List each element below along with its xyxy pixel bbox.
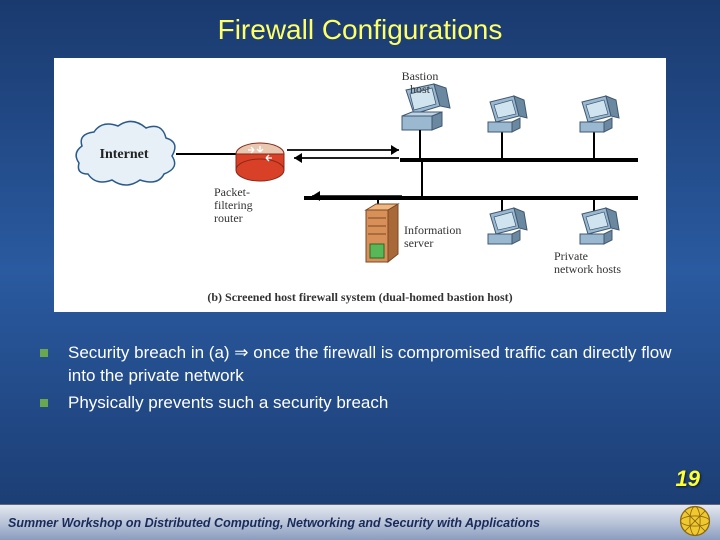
top-host-2 — [580, 96, 619, 160]
bullet-item: Physically prevents such a security brea… — [40, 392, 680, 415]
slide-title: Firewall Configurations — [0, 0, 720, 46]
footer-text: Summer Workshop on Distributed Computing… — [8, 516, 540, 530]
bullet-text: Security breach in (a) ⇒ once the firewa… — [68, 342, 680, 388]
bullet-marker-icon — [40, 399, 48, 407]
bullet-text: Physically prevents such a security brea… — [68, 392, 680, 415]
diagram-container: Internet — [54, 58, 666, 312]
bullet-marker-icon — [40, 349, 48, 357]
information-server-icon — [366, 198, 398, 262]
bastion-label: Bastionhost — [390, 70, 450, 96]
private-host-1 — [488, 198, 527, 244]
page-number: 19 — [676, 466, 700, 492]
privatehosts-label: Privatenetwork hosts — [554, 250, 654, 276]
bullet-item: Security breach in (a) ⇒ once the firewa… — [40, 342, 680, 388]
router-label: Packet-filteringrouter — [214, 186, 284, 226]
infoserver-label: Informationserver — [404, 224, 484, 250]
bullet-list: Security breach in (a) ⇒ once the firewa… — [40, 342, 680, 415]
svg-text:Internet: Internet — [100, 147, 149, 162]
internet-cloud: Internet — [76, 121, 175, 185]
private-host-2 — [580, 198, 619, 244]
footer-logo-icon — [678, 504, 712, 538]
packet-filtering-router — [236, 143, 284, 181]
footer-bar: Summer Workshop on Distributed Computing… — [0, 504, 720, 540]
diagram-caption: (b) Screened host firewall system (dual-… — [54, 291, 666, 304]
top-host-1 — [488, 96, 527, 160]
